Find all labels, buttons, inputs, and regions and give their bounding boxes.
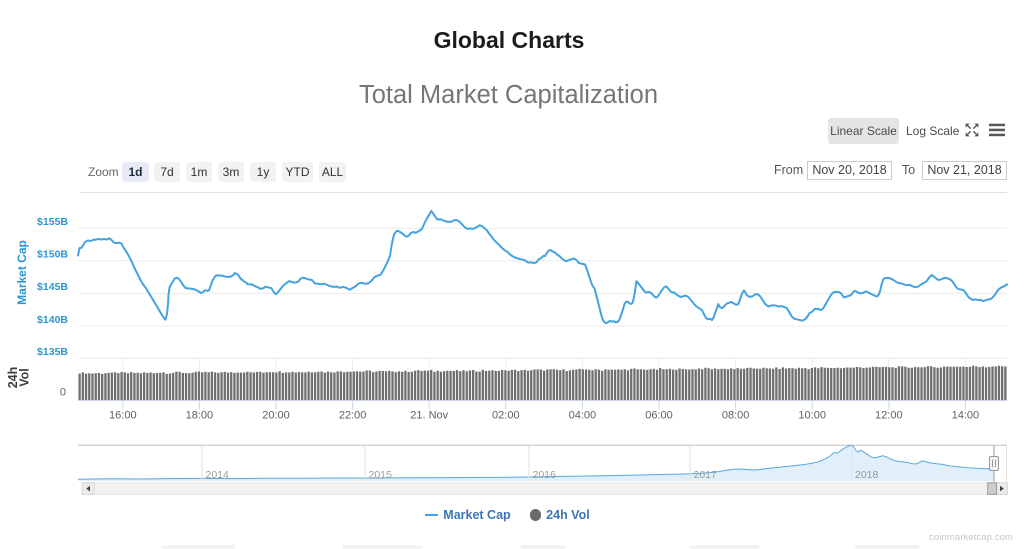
svg-text:2015: 2015: [369, 469, 393, 481]
svg-text:21. Nov: 21. Nov: [410, 410, 448, 422]
svg-text:$155B: $155B: [37, 216, 68, 228]
svg-text:04:00: 04:00: [569, 410, 597, 422]
svg-text:$150B: $150B: [37, 249, 68, 261]
svg-text:Vol: Vol: [18, 368, 32, 387]
svg-text:20:00: 20:00: [262, 410, 290, 422]
svg-text:02:00: 02:00: [492, 410, 520, 422]
svg-text:2017: 2017: [694, 469, 718, 481]
svg-text:08:00: 08:00: [722, 410, 750, 422]
svg-text:0: 0: [60, 387, 66, 399]
svg-text:18:00: 18:00: [186, 410, 214, 422]
svg-text:$135B: $135B: [37, 346, 68, 358]
svg-text:Market Cap: Market Cap: [15, 240, 29, 305]
svg-text:2014: 2014: [206, 469, 230, 481]
svg-text:2016: 2016: [533, 469, 557, 481]
svg-text:$145B: $145B: [37, 281, 68, 293]
svg-text:2018: 2018: [855, 469, 879, 481]
svg-text:16:00: 16:00: [109, 410, 137, 422]
svg-text:$140B: $140B: [37, 314, 68, 326]
svg-text:22:00: 22:00: [339, 410, 367, 422]
svg-text:06:00: 06:00: [645, 410, 673, 422]
svg-text:10:00: 10:00: [798, 410, 826, 422]
svg-text:24h: 24h: [6, 367, 20, 389]
svg-text:12:00: 12:00: [875, 410, 903, 422]
svg-text:14:00: 14:00: [952, 410, 980, 422]
